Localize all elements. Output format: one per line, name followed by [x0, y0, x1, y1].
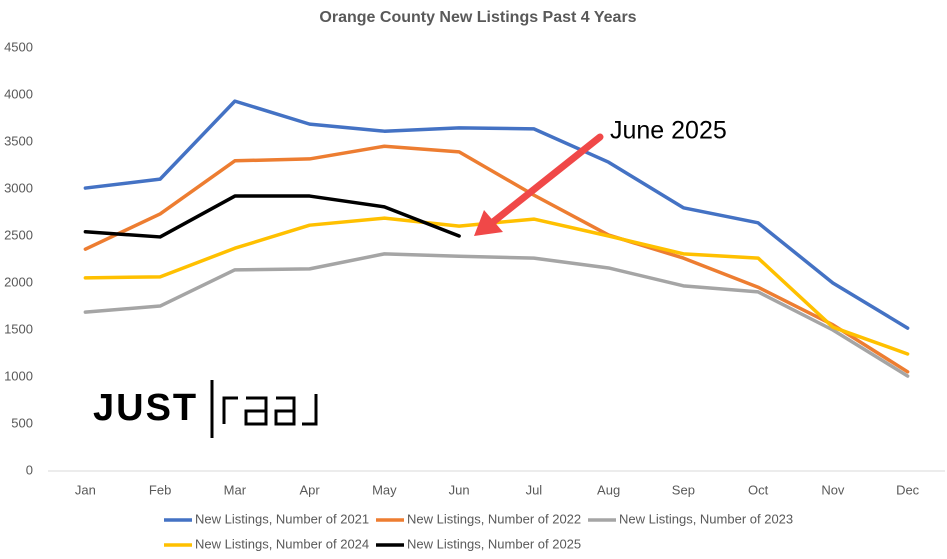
y-tick-label: 1000: [4, 368, 33, 383]
x-tick-label: May: [372, 482, 397, 497]
x-tick-label: Apr: [300, 482, 321, 497]
x-tick-label: Dec: [896, 482, 920, 497]
legend-label: New Listings, Number of 2025: [407, 536, 581, 551]
legend-item: New Listings, Number of 2021: [164, 511, 369, 526]
y-tick-label: 2500: [4, 227, 33, 242]
x-tick-label: Nov: [821, 482, 845, 497]
annotation: June 2025: [610, 117, 727, 145]
x-tick-label: Jul: [526, 482, 543, 497]
chart-title: Orange County New Listings Past 4 Years: [319, 9, 636, 26]
x-tick-label: Feb: [149, 482, 171, 497]
legend-label: New Listings, Number of 2021: [195, 511, 369, 526]
y-tick-label: 4500: [4, 39, 33, 54]
legend-label: New Listings, Number of 2022: [407, 511, 581, 526]
x-tick-label: Jun: [449, 482, 470, 497]
legend-label: New Listings, Number of 2023: [619, 511, 793, 526]
x-tick-label: Aug: [597, 482, 620, 497]
legend-item: New Listings, Number of 2024: [164, 536, 369, 551]
legend-item: New Listings, Number of 2025: [376, 536, 581, 551]
y-tick-label: 0: [26, 462, 33, 477]
y-tick-label: 1500: [4, 321, 33, 336]
legend-item: New Listings, Number of 2022: [376, 511, 581, 526]
y-tick-label: 2000: [4, 274, 33, 289]
x-tick-label: Sep: [672, 482, 695, 497]
annotation-arrowhead: [474, 210, 503, 236]
x-tick-label: Oct: [748, 482, 769, 497]
y-tick-label: 4000: [4, 86, 33, 101]
logo-mark: [210, 380, 318, 438]
series-line: [83, 99, 910, 330]
logo-text: JUST: [93, 387, 198, 429]
x-tick-label: Jan: [75, 482, 96, 497]
x-tick-label: Mar: [224, 482, 247, 497]
series-line: [83, 194, 461, 239]
legend-item: New Listings, Number of 2023: [588, 511, 793, 526]
series-line: [83, 252, 910, 378]
legend-label: New Listings, Number of 2024: [195, 536, 369, 551]
y-tick-label: 500: [11, 415, 33, 430]
series-line: [83, 144, 910, 374]
y-tick-label: 3000: [4, 180, 33, 195]
y-tick-label: 3500: [4, 133, 33, 148]
annotation-arrow: [489, 133, 604, 226]
logo: JUST: [93, 380, 318, 438]
